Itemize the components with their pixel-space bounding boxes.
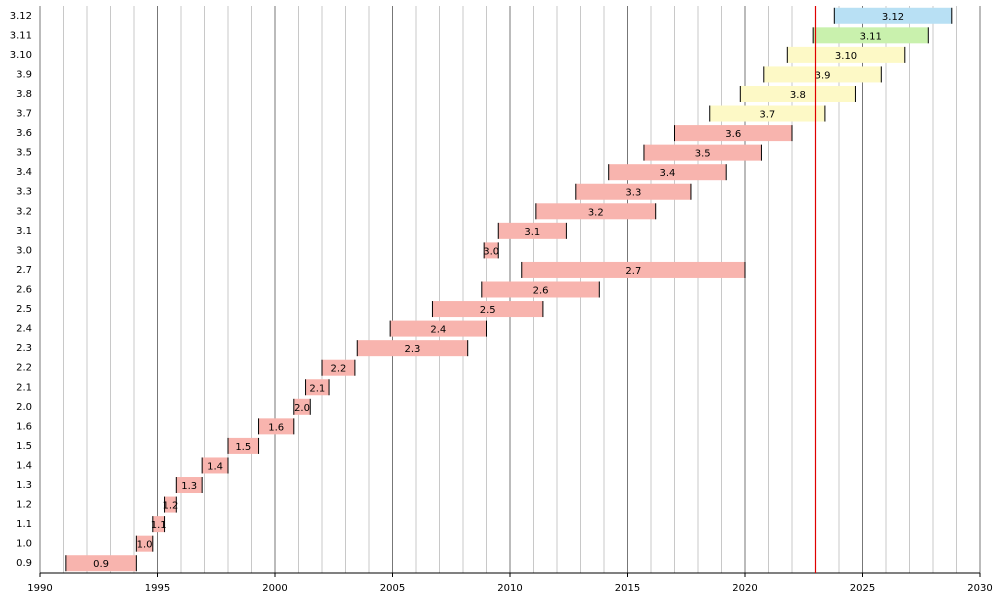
bar-label: 3.10 bbox=[835, 51, 857, 62]
bar bbox=[228, 437, 259, 454]
bar-label: 3.1 bbox=[524, 227, 540, 238]
x-tick-label: 2020 bbox=[732, 583, 757, 594]
x-tick-label: 2030 bbox=[967, 583, 992, 594]
y-tick-label: 3.3 bbox=[16, 187, 32, 198]
bar-label: 3.4 bbox=[659, 168, 675, 179]
y-tick-label: 2.0 bbox=[16, 402, 32, 413]
y-tick-label: 3.4 bbox=[16, 167, 32, 178]
bar-label: 1.4 bbox=[207, 461, 223, 472]
x-tick-label: 1995 bbox=[145, 583, 170, 594]
bar-label: 2.2 bbox=[330, 364, 346, 375]
bar-label: 1.3 bbox=[181, 481, 197, 492]
y-tick-label: 3.10 bbox=[10, 50, 32, 61]
y-tick-label: 2.5 bbox=[16, 304, 32, 315]
y-tick-label: 1.0 bbox=[16, 539, 32, 550]
y-tick-label: 1.3 bbox=[16, 480, 32, 491]
x-tick-label: 2025 bbox=[850, 583, 875, 594]
bar bbox=[834, 7, 952, 24]
bar-label: 2.1 bbox=[309, 383, 325, 394]
bar-label: 3.11 bbox=[860, 31, 882, 42]
bar bbox=[498, 222, 567, 239]
x-tick-label: 1990 bbox=[27, 583, 52, 594]
bar bbox=[293, 398, 311, 415]
y-tick-label: 3.5 bbox=[16, 148, 32, 159]
bar-label: 0.9 bbox=[93, 559, 109, 570]
bar bbox=[481, 281, 600, 298]
bar-label: 1.5 bbox=[235, 442, 251, 453]
bar-label: 3.2 bbox=[588, 207, 604, 218]
bar bbox=[575, 183, 691, 200]
bar-label: 1.1 bbox=[151, 520, 167, 531]
y-tick-label: 3.7 bbox=[16, 109, 32, 120]
bar bbox=[65, 555, 137, 572]
y-tick-label: 1.6 bbox=[16, 421, 32, 432]
y-tick-label: 2.3 bbox=[16, 343, 32, 354]
bar-label: 3.5 bbox=[695, 149, 711, 160]
bar bbox=[484, 242, 499, 259]
y-tick-label: 2.6 bbox=[16, 285, 32, 296]
bar-label: 3.8 bbox=[790, 90, 806, 101]
bar bbox=[390, 320, 487, 337]
bar bbox=[305, 379, 330, 396]
bar bbox=[202, 457, 228, 474]
bar-label: 3.9 bbox=[815, 70, 831, 81]
bar bbox=[813, 27, 929, 44]
bar bbox=[322, 359, 355, 376]
y-tick-label: 3.11 bbox=[10, 30, 32, 41]
bar bbox=[357, 340, 468, 357]
bar bbox=[535, 203, 656, 220]
bar-label: 3.12 bbox=[882, 12, 904, 23]
bar-label: 2.0 bbox=[294, 403, 310, 414]
y-tick-label: 3.6 bbox=[16, 128, 32, 139]
bar bbox=[787, 46, 905, 63]
bar-label: 2.7 bbox=[625, 266, 641, 277]
y-tick-label: 1.1 bbox=[16, 519, 32, 530]
y-tick-label: 3.12 bbox=[10, 11, 32, 22]
x-tick-label: 2000 bbox=[262, 583, 287, 594]
y-tick-label: 2.7 bbox=[16, 265, 32, 276]
bar bbox=[152, 516, 165, 533]
y-tick-label: 3.9 bbox=[16, 69, 32, 80]
y-tick-label: 0.9 bbox=[16, 558, 32, 569]
bar-label: 2.3 bbox=[405, 344, 421, 355]
bar bbox=[136, 535, 153, 552]
bar bbox=[521, 261, 745, 278]
bar bbox=[674, 125, 792, 142]
y-tick-label: 3.0 bbox=[16, 245, 32, 256]
bar-label: 1.6 bbox=[268, 422, 284, 433]
bar-label: 3.6 bbox=[725, 129, 741, 140]
bar bbox=[608, 164, 727, 181]
bar bbox=[763, 66, 882, 83]
bar bbox=[164, 496, 177, 513]
x-tick-label: 2005 bbox=[380, 583, 405, 594]
y-tick-label: 1.4 bbox=[16, 460, 32, 471]
bar-label: 2.4 bbox=[430, 325, 446, 336]
bar bbox=[432, 301, 543, 318]
bar bbox=[176, 477, 203, 494]
x-tick-label: 2010 bbox=[497, 583, 522, 594]
bar-label: 2.5 bbox=[480, 305, 496, 316]
y-tick-label: 3.8 bbox=[16, 89, 32, 100]
bar bbox=[709, 105, 825, 122]
bar bbox=[258, 418, 294, 435]
bar-label: 3.7 bbox=[759, 110, 775, 121]
x-tick-label: 2015 bbox=[615, 583, 640, 594]
bar-label: 3.0 bbox=[483, 246, 499, 257]
y-tick-label: 1.2 bbox=[16, 500, 32, 511]
bar bbox=[643, 144, 762, 161]
y-tick-label: 3.1 bbox=[16, 226, 32, 237]
bar bbox=[740, 85, 856, 102]
y-tick-label: 3.2 bbox=[16, 206, 32, 217]
y-tick-label: 2.1 bbox=[16, 382, 32, 393]
y-tick-label: 2.2 bbox=[16, 363, 32, 374]
bar-label: 2.6 bbox=[533, 286, 549, 297]
bar-label: 1.2 bbox=[162, 501, 178, 512]
y-tick-label: 2.4 bbox=[16, 324, 32, 335]
y-tick-label: 1.5 bbox=[16, 441, 32, 452]
bar-label: 1.0 bbox=[137, 540, 153, 551]
bar-label: 3.3 bbox=[625, 188, 641, 199]
